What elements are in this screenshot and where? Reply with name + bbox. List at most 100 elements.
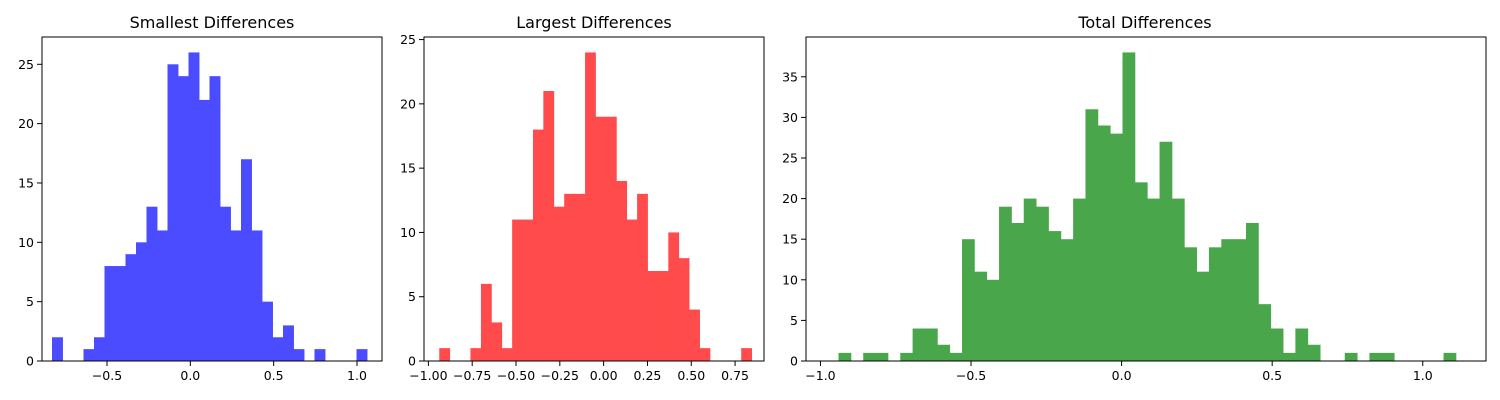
histogram-bar: [209, 76, 221, 361]
histogram-bar: [283, 325, 294, 361]
histogram-bar: [1307, 344, 1321, 361]
histogram-bar: [657, 271, 669, 361]
y-tick-label: 0: [790, 354, 798, 369]
histogram-bar: [986, 279, 1000, 361]
histogram-bar: [668, 232, 680, 361]
histogram-bar: [272, 337, 284, 361]
x-tick-label: −0.5: [956, 368, 986, 383]
histogram-bar: [115, 266, 126, 361]
chart-title: Total Differences: [1077, 13, 1211, 32]
y-tick-label: 35: [782, 69, 798, 84]
x-axis: −1.0 −0.5 0.0 0.5 1.0: [805, 361, 1433, 383]
histogram-bar: [616, 181, 628, 361]
histogram-bar: [157, 230, 168, 361]
y-tick-label: 15: [782, 232, 798, 247]
histogram-bar: [356, 349, 368, 361]
x-tick-label: 0.00: [590, 368, 618, 383]
histogram-bar: [574, 193, 586, 361]
histogram-bar: [125, 254, 137, 361]
y-axis: 0 5 10 15 20 25: [400, 32, 424, 369]
histogram-bar: [741, 348, 753, 361]
y-tick-label: 20: [782, 191, 798, 206]
histogram-bar: [875, 352, 889, 361]
histogram-bar: [178, 76, 189, 361]
histogram-bar: [689, 309, 700, 361]
histogram-bar: [199, 99, 210, 362]
x-axis: −1.00 −0.75 −0.50 −0.25 0.00 0.25 0.50 0.75: [409, 361, 749, 383]
histogram-largest-differences: Largest Differences −1.00 −0.75 −0.50 −0.25…: [400, 13, 765, 383]
x-tick-label: 0.0: [180, 368, 200, 383]
histogram-bar: [1258, 304, 1272, 361]
y-tick-label: 10: [782, 272, 798, 287]
x-tick-label: 0.0: [1112, 368, 1132, 383]
histogram-bar: [1085, 109, 1099, 362]
y-tick-label: 15: [18, 175, 34, 190]
histogram-bar: [1245, 222, 1259, 361]
histogram-bar: [1060, 239, 1074, 361]
histogram-bar: [838, 352, 852, 361]
y-tick-label: 0: [408, 354, 416, 369]
y-tick-label: 5: [790, 313, 798, 328]
histogram-bar: [543, 91, 555, 361]
histogram-bar: [230, 230, 242, 361]
chart-title: Smallest Differences: [130, 13, 295, 32]
x-tick-label: −0.50: [497, 368, 535, 383]
histogram-bar: [94, 337, 105, 361]
bars: [439, 52, 753, 362]
histogram-bar: [585, 52, 596, 362]
histogram-bar: [104, 266, 116, 361]
histogram-bar: [146, 206, 158, 361]
histogram-bar: [1159, 141, 1173, 361]
histogram-bar: [900, 352, 914, 361]
histogram-bar: [595, 116, 607, 362]
histogram-bar: [1208, 247, 1222, 361]
histogram-bar: [293, 349, 305, 361]
histogram-bar: [241, 159, 252, 361]
histogram-bar: [1369, 352, 1383, 361]
histogram-bar: [1295, 328, 1309, 361]
y-tick-label: 20: [400, 96, 416, 111]
histogram-bar: [1196, 271, 1210, 361]
x-tick-label: 0.5: [264, 368, 284, 383]
histogram-bar: [1036, 206, 1049, 361]
histogram-bar: [1048, 231, 1062, 361]
y-tick-label: 5: [408, 289, 416, 304]
y-tick-label: 10: [400, 225, 416, 240]
y-tick-label: 25: [400, 32, 416, 47]
histogram-bar: [949, 352, 963, 361]
histogram-bar: [83, 349, 95, 361]
histogram-bar: [937, 344, 951, 361]
axes-frame: [423, 36, 765, 362]
histogram-bar: [533, 129, 544, 361]
histogram-bar: [647, 271, 659, 361]
y-tick-label: 25: [782, 150, 798, 165]
histogram-bar: [522, 219, 534, 361]
histogram-bar: [480, 283, 492, 361]
x-tick-label: −1.0: [805, 368, 835, 383]
histogram-bar: [491, 322, 503, 361]
histogram-bar: [167, 64, 179, 362]
histogram-bar: [1381, 352, 1395, 361]
histogram-bar: [1270, 328, 1284, 361]
histogram-bar: [1110, 133, 1123, 361]
x-tick-label: 0.5: [1262, 368, 1282, 383]
histogram-bar: [251, 230, 263, 361]
x-tick-label: 0.75: [721, 368, 749, 383]
histogram-total-differences: Total Differences −1.0 −0.5 0.0 0.5 1.0 0 5 10 1…: [782, 13, 1487, 383]
histogram-bar: [52, 337, 63, 361]
y-tick-label: 25: [18, 57, 34, 72]
histogram-bar: [564, 193, 576, 361]
histogram-bar: [1233, 239, 1247, 361]
histogram-bar: [1073, 198, 1086, 361]
histogram-bar: [220, 206, 231, 361]
histogram-bar: [512, 219, 523, 361]
histogram-bar: [678, 258, 690, 361]
x-tick-label: 1.0: [347, 368, 367, 383]
x-tick-label: −0.25: [541, 368, 579, 383]
histogram-bar: [1011, 222, 1025, 361]
histogram-bar: [188, 52, 200, 362]
histogram-bar: [1283, 352, 1296, 361]
x-tick-label: 0.50: [677, 368, 705, 383]
axes-frame: [41, 36, 383, 362]
